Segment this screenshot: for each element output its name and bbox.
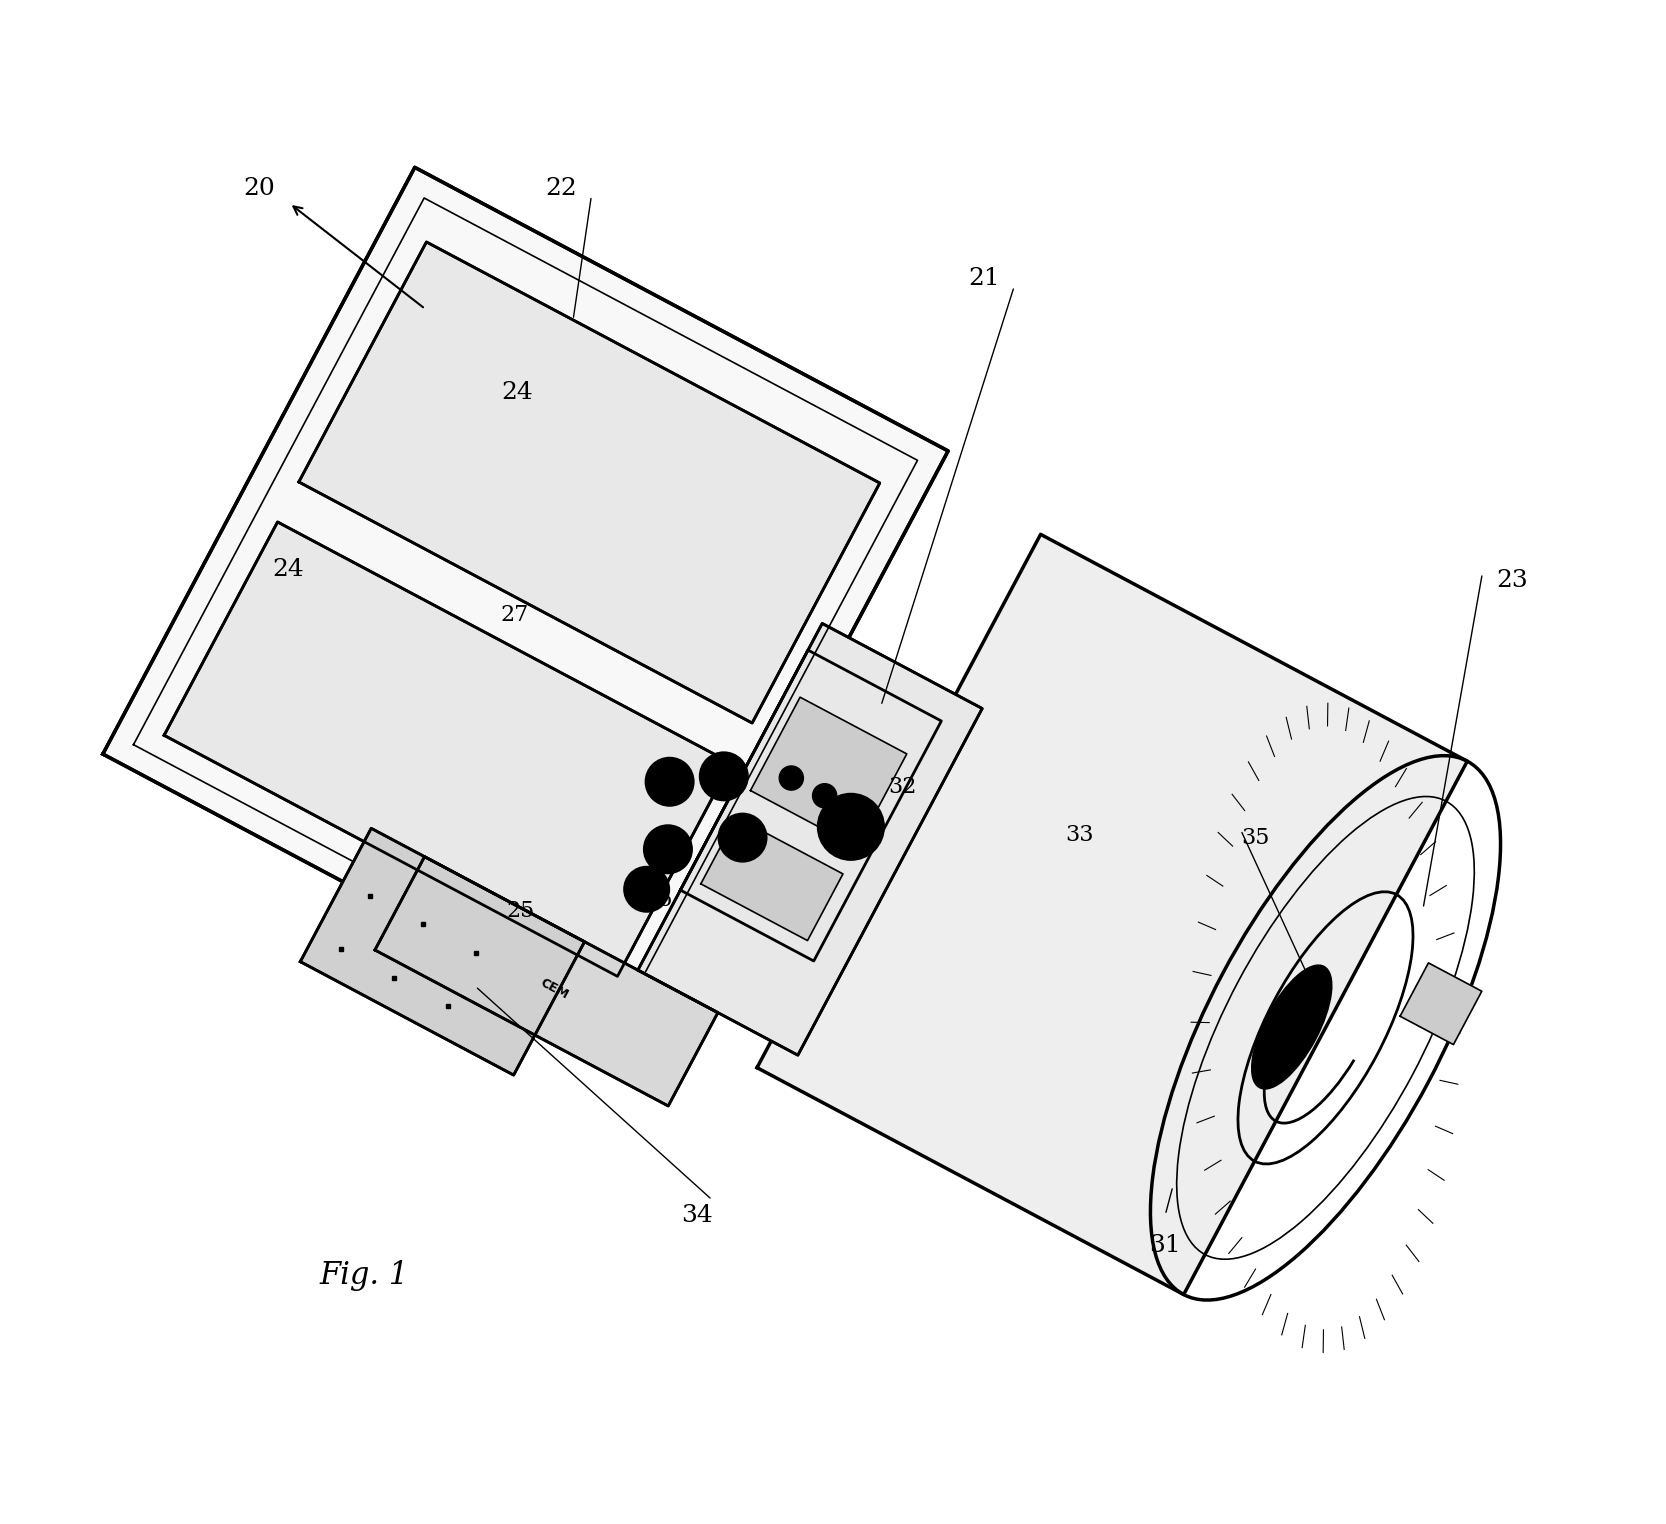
Text: 20: 20 (243, 177, 275, 200)
Circle shape (658, 838, 678, 860)
Circle shape (625, 867, 670, 911)
Polygon shape (680, 651, 941, 962)
Polygon shape (298, 242, 880, 722)
Text: 22: 22 (545, 177, 576, 200)
Text: 27: 27 (501, 604, 530, 626)
Text: Fig. 1: Fig. 1 (320, 1260, 408, 1291)
Polygon shape (750, 696, 906, 847)
Ellipse shape (1253, 966, 1331, 1088)
Circle shape (643, 824, 691, 873)
Text: 21: 21 (968, 267, 1000, 290)
Circle shape (780, 767, 803, 789)
Polygon shape (375, 856, 718, 1106)
Text: 23: 23 (1496, 570, 1528, 593)
Polygon shape (638, 623, 983, 1055)
Polygon shape (300, 829, 585, 1074)
Circle shape (818, 794, 885, 860)
Text: 24: 24 (501, 381, 533, 404)
Polygon shape (165, 523, 731, 977)
Polygon shape (756, 535, 1468, 1294)
Polygon shape (1399, 963, 1481, 1044)
Polygon shape (103, 168, 948, 1038)
Circle shape (718, 814, 766, 861)
Circle shape (813, 783, 836, 808)
Circle shape (731, 828, 753, 849)
Text: 26: 26 (645, 888, 673, 911)
Text: 34: 34 (681, 1204, 713, 1227)
Text: CEM: CEM (538, 975, 570, 1001)
Circle shape (713, 765, 735, 786)
Text: 24: 24 (273, 558, 305, 581)
Circle shape (846, 802, 870, 826)
Text: 31: 31 (1150, 1234, 1181, 1257)
Text: 32: 32 (888, 776, 916, 799)
Ellipse shape (1276, 1003, 1308, 1052)
Circle shape (645, 757, 693, 806)
Circle shape (700, 753, 748, 800)
Text: 25: 25 (506, 899, 535, 922)
Circle shape (660, 771, 680, 792)
Text: 35: 35 (1241, 826, 1269, 849)
Polygon shape (701, 817, 843, 940)
Text: 33: 33 (1065, 823, 1093, 846)
